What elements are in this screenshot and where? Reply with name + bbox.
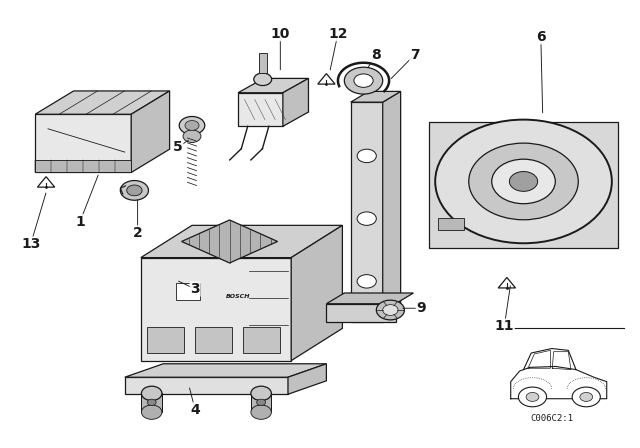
Text: 5: 5 — [173, 140, 183, 154]
Circle shape — [120, 181, 148, 200]
Text: 7: 7 — [410, 47, 420, 62]
Text: C006C2:1: C006C2:1 — [531, 414, 574, 423]
Circle shape — [376, 300, 404, 320]
Bar — [438, 218, 464, 230]
Bar — [35, 114, 131, 172]
Circle shape — [357, 149, 376, 163]
Circle shape — [492, 159, 556, 204]
Polygon shape — [283, 78, 308, 126]
Text: 2: 2 — [132, 226, 143, 240]
Circle shape — [127, 185, 142, 196]
Text: 3: 3 — [190, 282, 200, 296]
Text: 12: 12 — [328, 26, 348, 41]
Text: 11: 11 — [495, 319, 514, 333]
Polygon shape — [326, 293, 413, 304]
Text: 6: 6 — [536, 30, 546, 44]
Bar — [238, 93, 283, 126]
Circle shape — [526, 392, 539, 401]
Bar — [326, 304, 396, 322]
Circle shape — [509, 172, 538, 191]
Circle shape — [344, 67, 383, 94]
Polygon shape — [125, 364, 326, 377]
Circle shape — [147, 399, 156, 405]
Circle shape — [354, 74, 373, 87]
Circle shape — [251, 405, 271, 419]
Polygon shape — [288, 364, 326, 394]
Text: BOSCH: BOSCH — [227, 294, 251, 299]
Bar — [176, 283, 200, 300]
Polygon shape — [131, 91, 170, 172]
Circle shape — [572, 387, 600, 407]
Text: 9: 9 — [416, 301, 426, 315]
Bar — [125, 377, 288, 394]
Polygon shape — [182, 220, 278, 263]
Circle shape — [357, 275, 376, 288]
Bar — [141, 258, 291, 361]
Bar — [147, 327, 184, 353]
Bar — [141, 393, 162, 412]
Circle shape — [141, 386, 162, 401]
Circle shape — [468, 143, 579, 220]
Text: 1: 1 — [75, 215, 85, 229]
Text: 8: 8 — [371, 47, 381, 62]
Bar — [259, 53, 267, 73]
Circle shape — [141, 405, 162, 419]
Circle shape — [254, 73, 272, 86]
Circle shape — [357, 212, 376, 225]
Text: 4: 4 — [190, 403, 200, 417]
Bar — [243, 327, 280, 353]
Polygon shape — [291, 225, 342, 361]
Circle shape — [580, 392, 593, 401]
Circle shape — [183, 130, 201, 142]
Polygon shape — [141, 225, 342, 258]
Polygon shape — [351, 91, 401, 102]
Polygon shape — [383, 91, 401, 322]
Circle shape — [435, 120, 612, 243]
Circle shape — [257, 399, 266, 405]
Bar — [351, 102, 383, 322]
Bar — [429, 122, 618, 248]
Circle shape — [251, 386, 271, 401]
Circle shape — [185, 121, 199, 130]
Polygon shape — [35, 91, 170, 114]
Text: 10: 10 — [271, 26, 290, 41]
Polygon shape — [238, 78, 308, 93]
Bar — [251, 393, 271, 412]
Circle shape — [383, 305, 398, 315]
Circle shape — [179, 116, 205, 134]
Bar — [35, 159, 131, 172]
Bar — [195, 327, 232, 353]
Text: 13: 13 — [21, 237, 40, 251]
Circle shape — [518, 387, 547, 407]
